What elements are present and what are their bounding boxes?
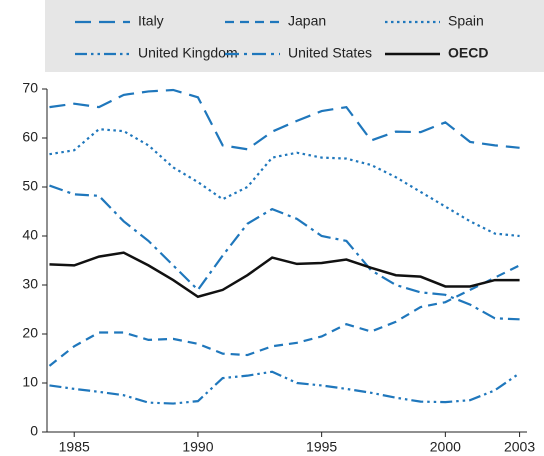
legend-label: United States — [288, 45, 372, 61]
legend-label: OECD — [448, 45, 488, 61]
y-tick-label: 70 — [22, 80, 38, 96]
y-tick-label: 10 — [22, 374, 38, 390]
legend-label: Japan — [288, 13, 326, 29]
series-line — [48, 264, 521, 367]
legend-background — [45, 0, 544, 72]
series-line — [49, 184, 520, 321]
x-tick-label: 2000 — [430, 439, 461, 455]
legend-label: Spain — [448, 13, 484, 29]
x-tick-label: 2003 — [504, 439, 535, 455]
y-tick-label: 50 — [22, 178, 38, 194]
y-tick-label: 30 — [22, 276, 38, 292]
x-tick-label: 1985 — [59, 439, 90, 455]
y-tick-label: 60 — [22, 129, 38, 145]
series-line — [49, 88, 520, 151]
x-tick-label: 1990 — [182, 439, 213, 455]
legend-label: Italy — [138, 13, 164, 29]
series-line — [49, 370, 521, 405]
legend-label: United Kingdom — [138, 45, 238, 61]
y-tick-label: 0 — [30, 423, 38, 439]
series-line — [49, 128, 520, 238]
y-tick-label: 40 — [22, 227, 38, 243]
x-tick-label: 1995 — [306, 439, 337, 455]
series-line — [49, 251, 520, 299]
y-tick-label: 20 — [22, 325, 38, 341]
